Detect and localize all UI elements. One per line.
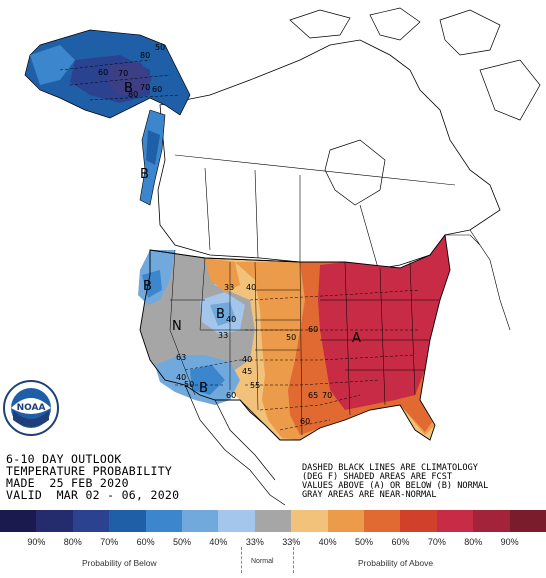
contour-label: 50 [155, 43, 165, 52]
label-below-alaska: B [124, 81, 133, 96]
conus-above-70 [318, 235, 450, 410]
label-below-nw: B [143, 279, 152, 294]
label-below-sw: B [199, 381, 208, 396]
legend-percent-label: 50% [173, 537, 192, 547]
normal-separator-right [293, 547, 294, 573]
note-line-1: DASHED BLACK LINES ARE CLIMATOLOGY [302, 463, 478, 473]
note-line-2: (DEG F) SHADED AREAS ARE FCST [302, 472, 453, 482]
contour-label: 55 [250, 381, 260, 390]
note-line-3: VALUES ABOVE (A) OR BELOW (B) NORMAL [302, 481, 489, 491]
contour-label: 45 [242, 367, 252, 376]
contour-label: 70 [118, 69, 128, 78]
legend-swatch [254, 510, 292, 532]
contour-label: 60 [308, 325, 318, 334]
legend-swatch [109, 510, 146, 532]
atlantic-coast [445, 229, 511, 331]
contour-label: 33 [224, 283, 234, 292]
conus-below-sw-dark [190, 365, 225, 395]
note-line-4: GRAY AREAS ARE NEAR-NORMAL [302, 490, 437, 500]
legend-percent-label: 33% [245, 537, 264, 547]
legend-percent-label: 80% [63, 537, 82, 547]
contour-label: 60 [226, 391, 236, 400]
legend-percent-label: 90% [27, 537, 46, 547]
legend-swatch [327, 510, 365, 532]
contour-label: 65 [308, 391, 318, 400]
legend-swatch [72, 510, 110, 532]
border-line [149, 249, 345, 263]
mexico-outline [184, 384, 286, 505]
state-lines [169, 249, 440, 436]
contour-label: 70 [322, 391, 332, 400]
legend-swatch [400, 510, 437, 532]
legend-swatch [0, 510, 37, 532]
hudson-bay [324, 139, 386, 206]
contour-label: 63 [176, 353, 186, 362]
legend-percent-labels: 90% 80% 70% 60% 50% 40% 33% 33% 40% 50% 60% 70% 80% 9… [0, 537, 546, 549]
info-line-2: TEMPERATURE PROBABILITY [6, 464, 173, 478]
conus-below-rockies-dark [210, 302, 236, 326]
contour-label: 40 [242, 355, 252, 364]
climatology-lines [175, 289, 421, 431]
panhandle-dark [146, 130, 160, 165]
label-below-rockies: B [216, 307, 225, 322]
legend-swatch [364, 510, 401, 532]
label-below-panhandle: B [140, 167, 149, 182]
legend-label-pad [0, 537, 18, 549]
info-line-4: VALID MAR 02 - 06, 2020 [6, 488, 180, 502]
noaa-logo-text: NOAA [17, 403, 46, 413]
info-line-3: MADE 25 FEB 2020 [6, 476, 129, 490]
outlook-map: B B B B B N A 60 70 70 80 60 50 80 33 40… [24, 7, 541, 505]
legend-colorbar [0, 510, 546, 532]
legend-percent-label: 40% [209, 537, 228, 547]
label-near-normal: N [172, 319, 182, 334]
conus-outline [139, 233, 451, 441]
legend-percent-label: 33% [282, 537, 301, 547]
contour-label: 50 [184, 380, 194, 389]
legend-swatch [291, 510, 328, 532]
legend-percent-label: 70% [427, 537, 446, 547]
province-lines [174, 154, 456, 269]
contour-label: 80 [140, 51, 150, 60]
legend-swatch [145, 510, 183, 532]
legend-percent-label: 60% [391, 537, 410, 547]
contour-label: 60 [300, 417, 310, 426]
legend-label-pad [528, 537, 546, 549]
contour-label: 60 [98, 68, 108, 77]
contour-label: 40 [246, 283, 256, 292]
legend-swatch [436, 510, 474, 532]
legend-above-title: Probability of Above [358, 558, 434, 568]
legend-percent-label: 70% [100, 537, 119, 547]
contour-label: 40 [226, 315, 236, 324]
contour-label: 40 [176, 373, 186, 382]
legend-swatch [36, 510, 73, 532]
alaska-climatology [59, 59, 181, 101]
info-line-1: 6-10 DAY OUTLOOK [6, 452, 122, 466]
legend-normal-title: Normal [251, 558, 274, 565]
contour-label: 60 [152, 85, 162, 94]
legend-percent-label: 40% [318, 537, 337, 547]
alaska-light [30, 45, 75, 85]
legend-swatch [218, 510, 255, 532]
rockies-orange-patch [205, 258, 240, 292]
contour-label: 70 [140, 83, 150, 92]
legend-swatch [509, 510, 546, 532]
legend-percent-label: 90% [500, 537, 519, 547]
arctic-islands [289, 7, 541, 121]
outlook-info: 6-10 DAY OUTLOOK TEMPERATURE PROBABILITY… [6, 453, 179, 501]
alaska-80-region [108, 62, 152, 95]
normal-separator-left [241, 547, 242, 573]
legend-swatch [182, 510, 219, 532]
legend-below-title: Probability of Below [82, 558, 157, 568]
contour-label: 50 [286, 333, 296, 342]
contour-label: 33 [218, 331, 228, 340]
label-above-east: A [352, 331, 361, 346]
legend-percent-label: 50% [355, 537, 374, 547]
legend-swatch [473, 510, 510, 532]
contour-label: 80 [128, 90, 138, 99]
map-note: DASHED BLACK LINES ARE CLIMATOLOGY (DEG … [302, 464, 488, 500]
noaa-logo: NOAA [3, 380, 59, 436]
legend-percent-label: 60% [136, 537, 155, 547]
legend-percent-label: 80% [464, 537, 483, 547]
